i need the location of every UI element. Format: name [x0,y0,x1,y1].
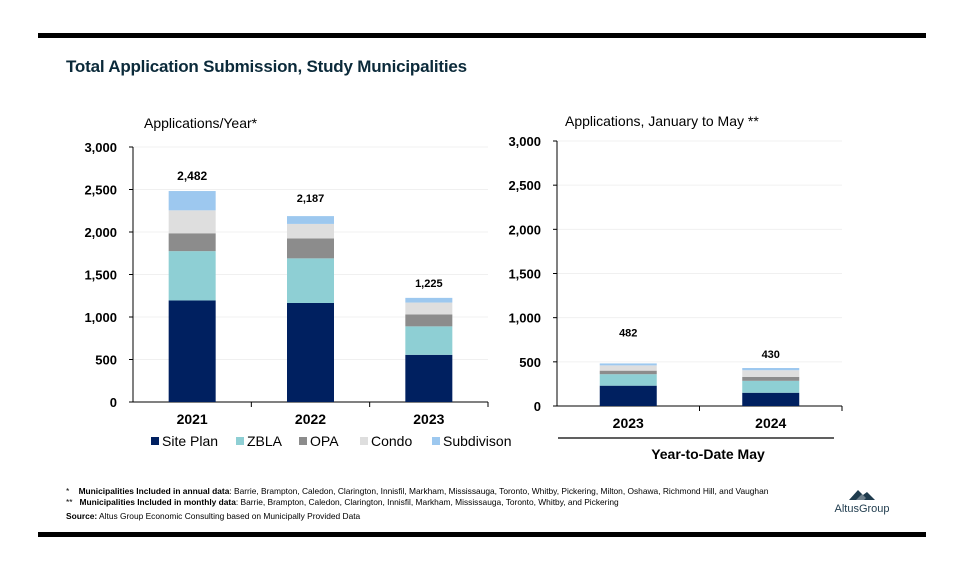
bar-ytd-2024-site-plan [742,392,800,406]
footnote-annual-label: Municipalities Included in annual data [78,486,230,496]
footnote-source: Source: Altus Group Economic Consulting … [66,511,360,522]
total-label-ytd-2024: 430 [762,349,780,361]
legend-label-site-plan: Site Plan [162,433,218,449]
y-tick-label-ytd: 1,500 [508,267,541,282]
total-label-ytd-2023: 482 [619,327,637,339]
bar-ytd-2023-site-plan [599,385,657,406]
bar-annual-2021-condo [168,210,216,234]
y-tick-label-ytd: 1,000 [508,311,541,326]
bar-annual-2022-zbla [287,258,334,303]
chart-title-annual: Applications/Year* [144,115,258,131]
x-tick-label-annual: 2022 [295,411,326,427]
bar-annual-2022-subdivison [287,216,334,224]
source-text: Altus Group Economic Consulting based on… [97,511,361,521]
bar-ytd-2024-opa [742,376,800,381]
footnote-monthly-label: Municipalities Included in monthly data [79,497,236,507]
bar-ytd-2024-subdivison [742,368,800,371]
legend-label-subdivison: Subdivison [443,433,512,449]
bar-annual-2023-site-plan [405,354,453,402]
legend-swatch-subdivison [432,437,440,445]
altus-group-logo: AltusGroup [822,487,902,515]
bar-annual-2022-opa [287,238,334,259]
bar-annual-2023-zbla [405,326,453,355]
x-tick-label-ytd: 2023 [613,415,644,431]
x-tick-label-annual: 2021 [177,411,208,427]
y-tick-label-ytd: 2,500 [508,178,541,193]
footnote-monthly-marker: ** [66,497,73,507]
mountain-logo-icon [849,490,875,500]
footnote-monthly: ** Municipalities Included in monthly da… [66,497,619,508]
bar-annual-2023-subdivison [405,297,453,303]
legend-swatch-zbla [236,437,244,445]
total-label-annual-2022: 2,187 [297,193,325,205]
y-tick-label-ytd: 3,000 [508,134,541,149]
legend-swatch-site-plan [151,437,159,445]
bar-ytd-2023-opa [599,370,657,375]
bar-annual-2021-subdivison [168,191,216,211]
legend-swatch-opa [299,437,307,445]
footnote-annual-text: : Barrie, Brampton, Caledon, Clarington,… [229,486,769,496]
bar-ytd-2023-condo [599,365,657,371]
footnote-monthly-text: : Barrie, Brampton, Caledon, Clarington,… [235,497,619,507]
y-tick-label-annual: 2,500 [84,183,117,198]
bar-annual-2021-opa [168,233,216,252]
x-axis-title-ytd: Year-to-Date May [651,446,765,462]
bar-annual-2021-zbla [168,251,216,301]
y-tick-label-ytd: 500 [519,355,541,370]
y-tick-label-ytd: 0 [534,399,541,414]
bar-ytd-2023-subdivison [599,363,657,366]
y-tick-label-ytd: 2,000 [508,222,541,237]
y-tick-label-annual: 0 [110,395,117,410]
x-tick-label-ytd: 2024 [755,415,786,431]
y-tick-label-annual: 3,000 [84,140,117,155]
footnote-annual: * Municipalities Included in annual data… [66,486,768,497]
source-label: Source: [66,511,98,521]
x-tick-label-annual: 2023 [413,411,444,427]
bar-annual-2021-site-plan [168,300,216,402]
legend-label-opa: OPA [310,433,339,449]
y-tick-label-annual: 500 [95,353,117,368]
chart-title-ytd: Applications, January to May ** [565,113,759,129]
footnote-annual-marker: * [66,486,70,496]
y-tick-label-annual: 1,500 [84,268,117,283]
legend-label-condo: Condo [371,433,412,449]
bar-annual-2023-condo [405,302,453,315]
logo-text: AltusGroup [834,503,890,515]
bar-ytd-2023-zbla [599,374,657,386]
legend-label-zbla: ZBLA [247,433,283,449]
bar-annual-2022-site-plan [287,302,334,402]
bar-ytd-2024-zbla [742,380,800,393]
total-label-annual-2023: 1,225 [415,278,443,290]
bottom-rule [38,532,926,537]
bar-ytd-2024-condo [742,370,800,377]
y-tick-label-annual: 1,000 [84,310,117,325]
bar-annual-2022-condo [287,223,334,239]
top-rule [38,33,926,38]
y-tick-label-annual: 2,000 [84,225,117,240]
total-label-annual-2021: 2,482 [177,169,207,183]
legend-swatch-condo [360,437,368,445]
page-title: Total Application Submission, Study Muni… [66,57,467,76]
bar-annual-2023-opa [405,314,453,327]
